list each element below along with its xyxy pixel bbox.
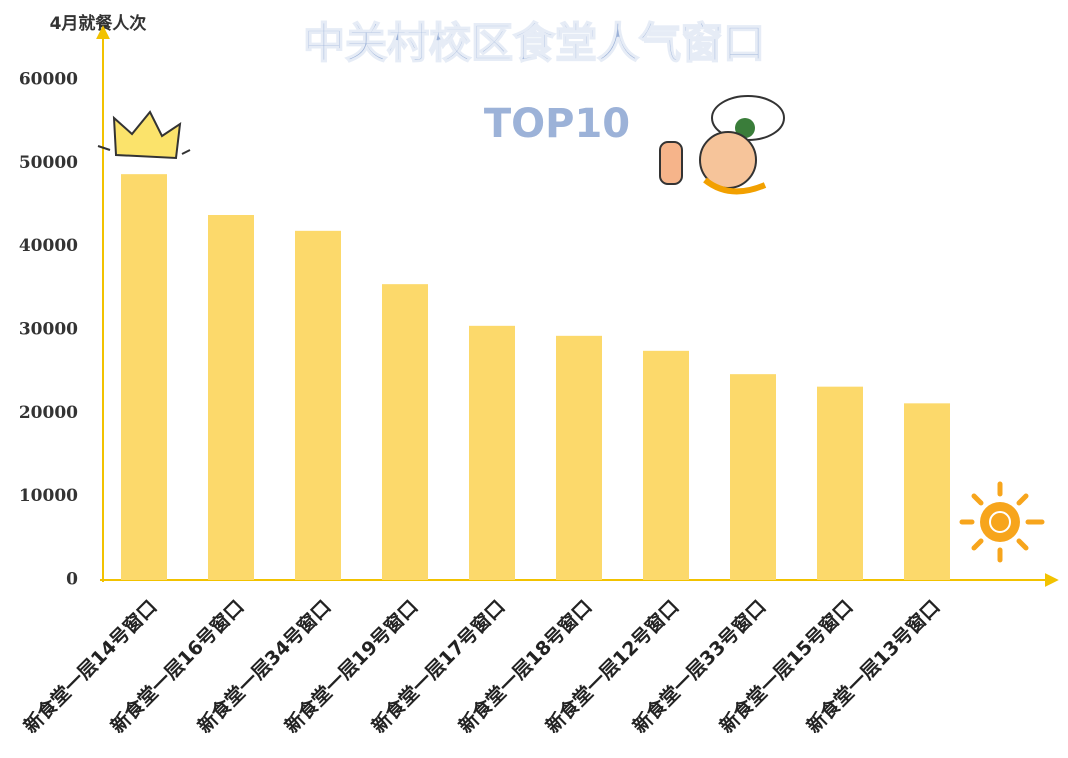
bar: [382, 284, 428, 580]
y-tick-label: 50000: [19, 153, 78, 173]
sun: [959, 481, 1045, 563]
bar: [643, 350, 689, 580]
y-tick-label: 40000: [19, 236, 78, 256]
bar: [469, 325, 515, 580]
y-tick-label: 0: [66, 570, 78, 590]
crown: [97, 110, 191, 160]
chart-subtitle: TOP10: [484, 101, 630, 147]
bar: [730, 374, 776, 580]
chart-title: 中关村校区食堂人气窗口: [303, 19, 765, 68]
y-tick-label: 60000: [19, 70, 78, 90]
bar: [295, 230, 341, 581]
y-tick-label: 30000: [19, 320, 78, 340]
bar: [904, 403, 950, 580]
bar: [817, 386, 863, 580]
y-tick-label: 20000: [19, 403, 78, 423]
chef-mascot: [659, 95, 785, 195]
bar: [121, 174, 167, 580]
bar: [208, 215, 254, 580]
y-tick-label: 10000: [19, 486, 78, 506]
y-axis-label: 4月就餐人次: [50, 13, 147, 34]
bar: [556, 335, 602, 580]
